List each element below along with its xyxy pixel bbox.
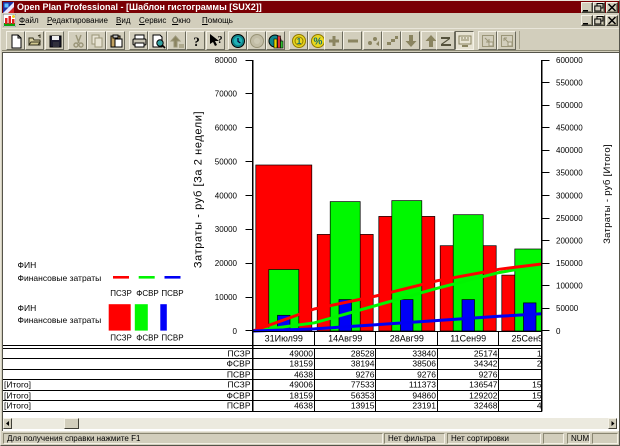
svg-text:ПСВР: ПСВР	[227, 369, 251, 379]
svg-text:150000: 150000	[556, 259, 583, 268]
svg-text:?: ?	[217, 35, 222, 46]
svg-text:Финансовые затраты: Финансовые затраты	[18, 315, 102, 325]
svg-text:600000: 600000	[556, 56, 583, 65]
svg-text:100000: 100000	[556, 282, 583, 291]
svg-text:34342: 34342	[474, 358, 498, 368]
svg-text:24200: 24200	[537, 358, 561, 368]
svg-text:1: 1	[297, 37, 302, 46]
svg-text:11Сен99: 11Сен99	[450, 334, 486, 344]
svg-text:4638: 4638	[294, 400, 313, 410]
svg-text:ФИН: ФИН	[18, 260, 37, 270]
svg-text:ПСВР: ПСВР	[161, 289, 183, 298]
svg-text:49006: 49006	[289, 379, 313, 389]
svg-text:0: 0	[233, 327, 238, 336]
svg-text:50000: 50000	[215, 157, 238, 166]
svg-text:153553: 153553	[532, 379, 561, 389]
svg-text:60000: 60000	[215, 124, 238, 133]
svg-text:Затраты - руб [Итого]: Затраты - руб [Итого]	[602, 144, 613, 244]
svg-text:38194: 38194	[351, 358, 375, 368]
svg-text:ПСЗР: ПСЗР	[228, 348, 251, 358]
svg-text:%: %	[314, 37, 323, 48]
svg-text:Затраты - руб [За 2 недели]: Затраты - руб [За 2 недели]	[193, 111, 205, 268]
svg-text:18159: 18159	[289, 390, 313, 400]
svg-text:ПСВР: ПСВР	[161, 334, 183, 343]
svg-text:4638: 4638	[294, 369, 313, 379]
svg-text:?: ?	[194, 34, 201, 49]
svg-text:ФИН: ФИН	[18, 303, 37, 313]
svg-text:136547: 136547	[469, 379, 498, 389]
svg-text:250000: 250000	[556, 214, 583, 223]
svg-text:500000: 500000	[556, 101, 583, 110]
svg-text:77533: 77533	[351, 379, 375, 389]
svg-text:56353: 56353	[351, 390, 375, 400]
svg-text:9276: 9276	[356, 369, 375, 379]
svg-text:350000: 350000	[556, 169, 583, 178]
svg-text:ФСВР: ФСВР	[227, 390, 251, 400]
svg-text:32468: 32468	[474, 400, 498, 410]
svg-text:ФСВР: ФСВР	[136, 289, 159, 298]
svg-text:70000: 70000	[215, 90, 238, 99]
svg-text:9276: 9276	[479, 369, 498, 379]
svg-text:ПСВР: ПСВР	[227, 400, 251, 410]
svg-text:[Итого]: [Итого]	[4, 390, 31, 400]
svg-text:23191: 23191	[412, 400, 436, 410]
svg-text:31Июл99: 31Июл99	[265, 334, 303, 344]
svg-text:10000: 10000	[215, 293, 238, 302]
svg-text:30000: 30000	[215, 225, 238, 234]
svg-text:18159: 18159	[289, 358, 313, 368]
svg-text:0: 0	[556, 327, 561, 336]
svg-text:129202: 129202	[469, 390, 498, 400]
svg-text:40768: 40768	[537, 400, 561, 410]
svg-text:14Авг99: 14Авг99	[328, 334, 362, 344]
svg-text:300000: 300000	[556, 191, 583, 200]
svg-text:25174: 25174	[474, 348, 498, 358]
svg-text:[Итого]: [Итого]	[4, 379, 31, 389]
svg-text:20000: 20000	[215, 259, 238, 268]
svg-text:450000: 450000	[556, 124, 583, 133]
svg-text:33840: 33840	[412, 348, 436, 358]
svg-text:28528: 28528	[351, 348, 375, 358]
svg-text:ПСЗР: ПСЗР	[228, 379, 251, 389]
svg-text:550000: 550000	[556, 78, 583, 87]
svg-text:80000: 80000	[215, 56, 238, 65]
svg-text:28Авг99: 28Авг99	[390, 334, 424, 344]
svg-text:25Сен99: 25Сен99	[512, 334, 549, 344]
svg-text:8300: 8300	[542, 369, 561, 379]
svg-text:50000: 50000	[556, 304, 579, 313]
svg-text:ФСВР: ФСВР	[136, 334, 159, 343]
svg-text:9276: 9276	[417, 369, 436, 379]
svg-text:ФСВР: ФСВР	[227, 358, 251, 368]
svg-text:38506: 38506	[412, 358, 436, 368]
svg-text:111373: 111373	[409, 379, 436, 389]
svg-text:400000: 400000	[556, 146, 583, 155]
svg-text:16500: 16500	[537, 348, 561, 358]
svg-text:[Итого]: [Итого]	[4, 400, 31, 410]
svg-text:40000: 40000	[215, 191, 238, 200]
svg-text:13915: 13915	[351, 400, 375, 410]
svg-text:153402: 153402	[532, 390, 561, 400]
svg-text:49000: 49000	[289, 348, 313, 358]
svg-text:94860: 94860	[412, 390, 436, 400]
svg-text:ПСЗР: ПСЗР	[110, 334, 132, 343]
svg-text:Финансовые затраты: Финансовые затраты	[18, 273, 102, 283]
svg-text:200000: 200000	[556, 237, 583, 246]
svg-text:ПСЗР: ПСЗР	[110, 289, 132, 298]
